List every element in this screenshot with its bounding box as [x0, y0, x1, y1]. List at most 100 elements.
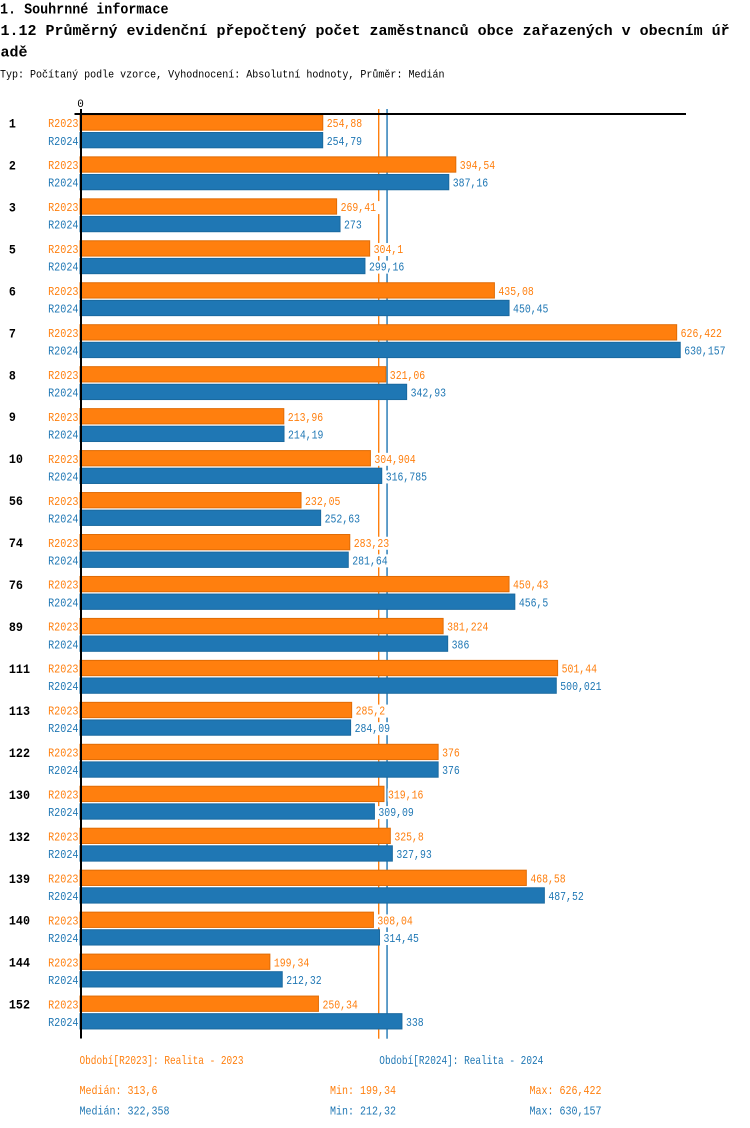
svg-text:10: 10	[9, 453, 23, 467]
svg-text:R2023: R2023	[48, 369, 78, 383]
svg-text:Období[R2023]: Realita - 2023: Období[R2023]: Realita - 2023	[80, 1054, 244, 1068]
svg-text:R2024: R2024	[48, 387, 78, 401]
svg-text:8: 8	[9, 369, 16, 383]
svg-text:R2024: R2024	[48, 470, 78, 484]
svg-text:Medián: 313,6: Medián: 313,6	[80, 1084, 158, 1098]
svg-text:113: 113	[9, 705, 30, 719]
svg-text:R2023: R2023	[48, 159, 78, 173]
svg-text:304,904: 304,904	[374, 453, 415, 467]
svg-text:R2024: R2024	[48, 974, 78, 988]
svg-text:319,16: 319,16	[388, 789, 423, 803]
svg-text:252,63: 252,63	[325, 512, 360, 526]
svg-text:254,79: 254,79	[327, 135, 362, 149]
svg-text:R2023: R2023	[48, 998, 78, 1012]
svg-text:214,19: 214,19	[288, 428, 323, 442]
svg-text:299,16: 299,16	[369, 261, 404, 275]
svg-text:144: 144	[9, 957, 31, 971]
svg-text:199,34: 199,34	[274, 956, 309, 970]
svg-text:R2024: R2024	[48, 554, 78, 568]
svg-text:273: 273	[344, 219, 362, 233]
svg-text:R2024: R2024	[48, 345, 78, 359]
svg-text:R2023: R2023	[48, 747, 78, 761]
svg-text:Max: 630,157: Max: 630,157	[530, 1104, 602, 1118]
svg-text:74: 74	[9, 537, 24, 551]
svg-text:R2023: R2023	[48, 327, 78, 341]
svg-text:5: 5	[9, 243, 16, 257]
svg-text:285,2: 285,2	[356, 705, 386, 719]
svg-text:314,45: 314,45	[384, 932, 419, 946]
svg-text:Min: 199,34: Min: 199,34	[330, 1084, 396, 1098]
svg-text:6: 6	[9, 285, 16, 299]
svg-text:56: 56	[9, 495, 23, 509]
svg-text:213,96: 213,96	[288, 411, 323, 425]
svg-text:111: 111	[9, 663, 30, 677]
svg-text:487,52: 487,52	[548, 890, 583, 904]
svg-text:342,93: 342,93	[411, 387, 446, 401]
svg-text:R2023: R2023	[48, 914, 78, 928]
svg-text:140: 140	[9, 915, 30, 929]
svg-text:76: 76	[9, 579, 23, 593]
svg-text:R2024: R2024	[48, 1016, 78, 1030]
svg-text:R2023: R2023	[48, 579, 78, 593]
svg-text:139: 139	[9, 873, 30, 887]
svg-text:R2024: R2024	[48, 806, 78, 820]
svg-text:R2024: R2024	[48, 764, 78, 778]
svg-text:0: 0	[77, 99, 84, 111]
svg-text:1. Souhrnné informace: 1. Souhrnné informace	[0, 1, 169, 18]
svg-text:R2023: R2023	[48, 830, 78, 844]
svg-text:R2023: R2023	[48, 537, 78, 551]
svg-text:269,41: 269,41	[341, 201, 376, 215]
svg-text:284,09: 284,09	[355, 722, 390, 736]
svg-text:Medián: 322,358: Medián: 322,358	[80, 1104, 170, 1118]
svg-text:250,34: 250,34	[322, 998, 357, 1012]
svg-text:Max: 626,422: Max: 626,422	[530, 1084, 602, 1098]
svg-text:R2023: R2023	[48, 201, 78, 215]
svg-text:R2024: R2024	[48, 135, 78, 149]
svg-text:R2024: R2024	[48, 596, 78, 610]
svg-text:212,32: 212,32	[286, 974, 321, 988]
svg-text:3: 3	[9, 201, 16, 215]
svg-text:435,08: 435,08	[498, 285, 533, 299]
svg-text:2: 2	[9, 159, 16, 173]
svg-text:R2023: R2023	[48, 872, 78, 886]
svg-text:325,8: 325,8	[394, 830, 424, 844]
svg-text:R2024: R2024	[48, 638, 78, 652]
svg-text:456,5: 456,5	[519, 596, 549, 610]
svg-text:R2023: R2023	[48, 621, 78, 635]
svg-text:Typ: Počítaný podle vzorce, Vy: Typ: Počítaný podle vzorce, Vyhodnocení:…	[0, 69, 445, 82]
svg-text:R2023: R2023	[48, 453, 78, 467]
svg-text:R2024: R2024	[48, 303, 78, 317]
svg-text:R2024: R2024	[48, 932, 78, 946]
svg-text:7: 7	[9, 327, 16, 341]
svg-text:R2023: R2023	[48, 956, 78, 970]
svg-text:R2023: R2023	[48, 117, 78, 131]
svg-text:9: 9	[9, 411, 16, 425]
svg-text:R2023: R2023	[48, 243, 78, 257]
svg-text:89: 89	[9, 621, 23, 635]
svg-text:501,44: 501,44	[562, 663, 597, 677]
svg-text:309,09: 309,09	[378, 806, 413, 820]
svg-text:R2024: R2024	[48, 512, 78, 526]
svg-text:450,45: 450,45	[513, 303, 548, 317]
svg-text:321,06: 321,06	[390, 369, 425, 383]
svg-text:386: 386	[452, 638, 470, 652]
svg-text:387,16: 387,16	[453, 177, 488, 191]
svg-text:316,785: 316,785	[386, 470, 427, 484]
svg-text:R2023: R2023	[48, 663, 78, 677]
svg-text:R2023: R2023	[48, 705, 78, 719]
svg-text:254,88: 254,88	[327, 117, 362, 131]
svg-text:R2023: R2023	[48, 789, 78, 803]
svg-text:500,021: 500,021	[560, 680, 601, 694]
svg-text:468,58: 468,58	[530, 872, 565, 886]
svg-text:327,93: 327,93	[396, 848, 431, 862]
svg-text:R2024: R2024	[48, 722, 78, 736]
svg-text:adě: adě	[1, 44, 28, 61]
svg-text:376: 376	[442, 764, 460, 778]
svg-text:630,157: 630,157	[684, 345, 725, 359]
svg-text:232,05: 232,05	[305, 495, 340, 509]
svg-text:130: 130	[9, 789, 30, 803]
svg-text:R2024: R2024	[48, 890, 78, 904]
svg-text:R2023: R2023	[48, 285, 78, 299]
svg-text:1: 1	[9, 118, 16, 132]
svg-text:338: 338	[406, 1016, 424, 1030]
